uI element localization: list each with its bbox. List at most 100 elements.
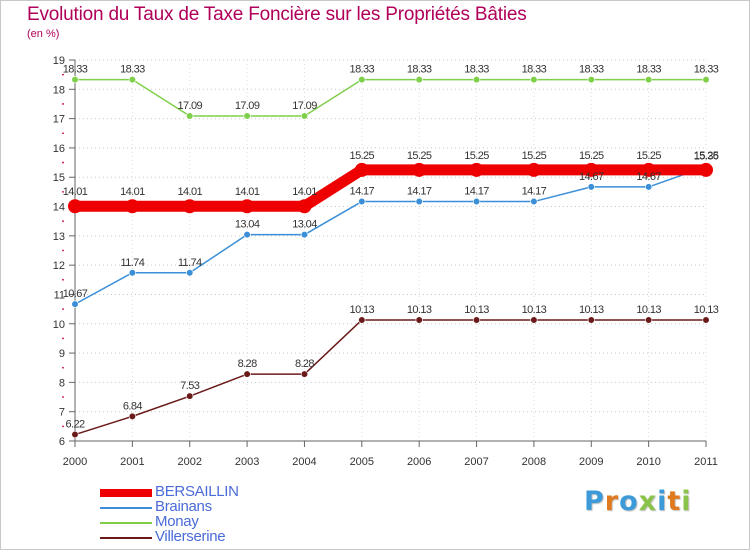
y-tick-label: 17 xyxy=(53,114,65,126)
y-minor-tick xyxy=(62,73,64,76)
x-tick-label: 2009 xyxy=(579,456,603,468)
legend-label: Monay xyxy=(155,513,199,530)
data-point xyxy=(68,199,82,214)
data-point xyxy=(584,162,599,177)
data-label: 18.33 xyxy=(694,64,719,76)
legend-swatch xyxy=(100,489,152,497)
legend-label: Villerserine xyxy=(155,528,226,545)
data-point xyxy=(587,76,595,84)
y-tick-label: 8 xyxy=(59,377,65,389)
data-point xyxy=(128,269,136,277)
data-point xyxy=(182,199,197,214)
data-point xyxy=(530,76,538,84)
data-label: 18.33 xyxy=(350,64,375,76)
data-label: 13.04 xyxy=(235,219,260,231)
x-tick-label: 2006 xyxy=(407,456,431,468)
data-label: 15.25 xyxy=(579,150,604,162)
data-label: 10.13 xyxy=(694,304,719,316)
axes: 6 7 8 9 10 11 12 13 14 15 16 17 18 19 2000 2001 2002 2003… xyxy=(53,55,718,468)
data-point xyxy=(128,412,136,420)
legend-label: Brainans xyxy=(155,498,212,515)
data-label: 14.17 xyxy=(407,186,432,198)
data-label: 18.33 xyxy=(120,64,145,76)
x-tick-label: 2010 xyxy=(636,456,660,468)
data-label: 10.13 xyxy=(464,304,489,316)
legend-label: BERSAILLIN xyxy=(155,483,239,500)
data-label: 14.17 xyxy=(522,186,547,198)
data-point xyxy=(186,392,194,400)
y-tick-label: 15 xyxy=(53,172,65,184)
data-point xyxy=(128,76,136,84)
y-minor-tick xyxy=(62,249,64,252)
grid-lines xyxy=(75,59,707,441)
data-label: 18.33 xyxy=(407,64,432,76)
data-point xyxy=(645,183,653,191)
data-label: 15.36 xyxy=(694,151,719,163)
data-point xyxy=(472,197,481,206)
data-point xyxy=(472,316,481,324)
data-label: 14.01 xyxy=(292,186,317,198)
y-minor-tick xyxy=(62,337,64,340)
data-label: 15.25 xyxy=(407,150,432,162)
data-label: 18.33 xyxy=(522,64,547,76)
x-tick-label: 2005 xyxy=(350,456,374,468)
data-label: 14.67 xyxy=(636,171,661,183)
data-label: 15.25 xyxy=(464,150,489,162)
x-tick-label: 2008 xyxy=(522,456,546,468)
x-tick-label: 2001 xyxy=(120,456,144,468)
series-line-bersaillin xyxy=(69,164,712,212)
legend-swatch xyxy=(100,537,152,539)
data-label: 14.01 xyxy=(235,186,260,198)
y-tick-label: 7 xyxy=(59,407,65,419)
data-point xyxy=(469,162,484,177)
data-label: 14.01 xyxy=(63,186,88,198)
y-minor-tick xyxy=(62,308,64,311)
data-point xyxy=(641,162,656,177)
data-label: 14.67 xyxy=(579,171,604,183)
x-tick-label: 2000 xyxy=(63,456,87,468)
data-point xyxy=(358,316,366,324)
data-point xyxy=(415,316,423,324)
data-label: 14.01 xyxy=(120,186,145,198)
data-label: 7.53 xyxy=(180,380,199,392)
data-label: 10.13 xyxy=(579,304,604,316)
y-minor-tick xyxy=(62,190,64,193)
data-label: 18.33 xyxy=(636,64,661,76)
x-tick-label: 2002 xyxy=(177,456,201,468)
data-label: 14.01 xyxy=(177,186,202,198)
data-point xyxy=(702,316,710,324)
data-label: 10.13 xyxy=(522,304,547,316)
data-label: 13.04 xyxy=(292,219,317,231)
data-label: 18.33 xyxy=(579,64,604,76)
y-minor-tick xyxy=(62,396,64,398)
y-minor-tick xyxy=(62,425,64,428)
data-point xyxy=(354,162,369,177)
y-minor-tick xyxy=(62,132,64,135)
data-label: 14.17 xyxy=(350,186,375,198)
data-label: 10.13 xyxy=(407,304,432,316)
y-tick-label: 10 xyxy=(53,319,65,331)
y-tick-label: 11 xyxy=(54,289,65,301)
y-tick-label: 18 xyxy=(53,84,65,96)
y-tick-label: 13 xyxy=(53,231,65,243)
x-tick-label: 2003 xyxy=(235,456,259,468)
data-point xyxy=(71,76,79,84)
data-point xyxy=(240,199,255,214)
data-label: 14.17 xyxy=(464,186,489,198)
data-point xyxy=(243,231,251,239)
series-line-villerserine xyxy=(74,319,707,436)
data-label: 6.22 xyxy=(65,419,84,431)
data-point xyxy=(300,112,309,120)
data-point xyxy=(530,197,538,206)
data-label: 8.28 xyxy=(238,358,257,370)
data-label: 15.25 xyxy=(636,150,661,162)
y-tick-label: 19 xyxy=(53,55,65,67)
proxiti-logo: Proxiti xyxy=(584,486,692,517)
data-point xyxy=(71,300,79,308)
data-point xyxy=(415,197,423,206)
data-label: 8.28 xyxy=(295,358,314,370)
data-point xyxy=(358,76,366,84)
data-label: 17.09 xyxy=(292,100,317,112)
